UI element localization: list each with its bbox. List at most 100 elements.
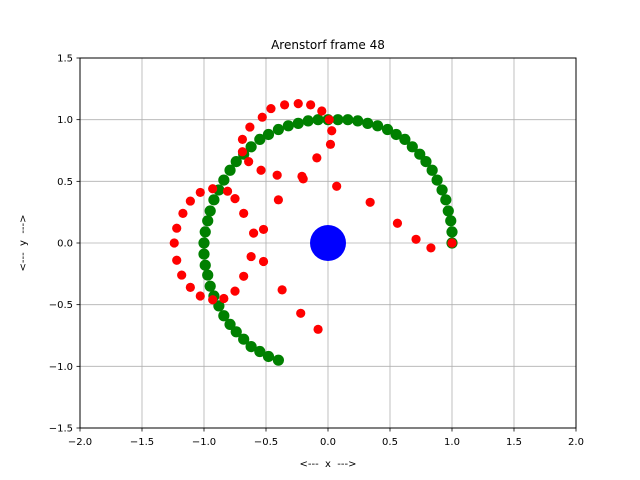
green-point xyxy=(302,115,314,127)
green-point xyxy=(440,194,452,206)
red-point xyxy=(332,181,342,191)
green-point xyxy=(202,269,214,281)
red-point xyxy=(185,196,195,206)
green-point xyxy=(204,205,216,217)
green-point xyxy=(202,215,214,227)
green-point xyxy=(224,164,236,176)
red-point xyxy=(195,291,205,301)
x-tick-label: −0.5 xyxy=(254,437,278,448)
y-tick-label: −1.5 xyxy=(49,424,73,435)
green-point xyxy=(442,205,454,217)
green-point xyxy=(420,156,432,168)
green-point xyxy=(292,117,304,129)
red-point xyxy=(239,271,249,281)
red-point xyxy=(172,223,182,233)
red-point xyxy=(249,228,259,238)
red-point xyxy=(219,293,229,304)
x-tick-label: −1.0 xyxy=(192,437,216,448)
x-tick-label: 1.0 xyxy=(444,437,460,448)
green-point xyxy=(426,164,438,176)
green-point xyxy=(204,280,216,292)
red-point xyxy=(245,122,255,132)
red-point xyxy=(222,186,233,196)
x-tick-label: 0.5 xyxy=(382,437,398,448)
red-point xyxy=(325,139,336,149)
green-point xyxy=(342,114,354,126)
red-point xyxy=(256,165,266,175)
red-point xyxy=(257,112,267,122)
red-point xyxy=(293,99,303,109)
green-point xyxy=(431,174,443,186)
green-point xyxy=(218,174,230,186)
green-point xyxy=(272,354,284,366)
green-point xyxy=(399,133,411,145)
green-point xyxy=(332,114,344,126)
red-point xyxy=(324,115,334,125)
y-tick-label: 0.0 xyxy=(57,239,73,250)
red-point xyxy=(208,184,218,194)
green-point xyxy=(406,141,418,153)
red-point xyxy=(447,238,457,248)
green-point xyxy=(362,117,374,129)
green-point xyxy=(262,128,275,141)
red-point xyxy=(185,282,195,292)
red-point xyxy=(411,234,421,244)
x-tick-label: 2.0 xyxy=(568,437,584,448)
red-point xyxy=(244,157,254,167)
green-point xyxy=(262,350,275,363)
red-point xyxy=(277,285,287,295)
red-point xyxy=(313,324,323,334)
green-point xyxy=(352,115,364,127)
green-point xyxy=(436,184,448,196)
green-point xyxy=(230,326,242,338)
green-point xyxy=(414,148,426,160)
green-point xyxy=(446,226,458,238)
series-red xyxy=(169,99,457,334)
red-point xyxy=(312,153,322,163)
x-axis-label: <--- x ---> xyxy=(299,459,356,470)
green-point xyxy=(445,215,457,227)
red-point xyxy=(195,187,205,198)
green-point xyxy=(224,318,236,330)
red-point xyxy=(258,224,269,235)
green-point xyxy=(230,156,242,168)
red-point xyxy=(272,170,282,180)
green-point xyxy=(312,114,324,126)
green-point xyxy=(245,141,257,153)
ticks: −2.0 −1.5 −1.0 −0.5 0.0 0.5 1.0 1.5 2.0 −1.5 −1.0 −… xyxy=(49,54,584,449)
green-point xyxy=(208,194,220,206)
green-point xyxy=(245,341,257,353)
series-green xyxy=(198,114,458,366)
red-point xyxy=(280,100,290,110)
red-point xyxy=(237,134,248,144)
red-point xyxy=(392,218,403,228)
green-point xyxy=(254,133,266,145)
blue-point xyxy=(310,225,346,261)
green-point xyxy=(372,120,384,132)
chart-title: Arenstorf frame 48 xyxy=(271,38,385,52)
red-point xyxy=(365,197,375,207)
y-tick-label: −0.5 xyxy=(49,300,73,311)
x-tick-label: −1.5 xyxy=(130,437,154,448)
x-tick-label: 1.5 xyxy=(506,437,522,448)
y-tick-label: 1.5 xyxy=(57,54,73,65)
x-tick-label: −2.0 xyxy=(68,437,92,448)
x-tick-label: 0.0 xyxy=(320,437,336,448)
y-tick-label: −1.0 xyxy=(49,362,73,373)
red-point xyxy=(239,208,249,218)
red-point xyxy=(426,243,436,253)
green-point xyxy=(218,310,230,322)
green-point xyxy=(254,345,266,358)
red-point xyxy=(296,308,306,318)
red-point xyxy=(317,106,327,116)
y-axis-label: <--- y ---> xyxy=(18,214,29,271)
green-point xyxy=(213,300,225,312)
red-point xyxy=(169,238,179,248)
series-blue xyxy=(310,225,346,261)
red-point xyxy=(266,103,276,114)
red-point xyxy=(246,251,256,262)
green-point xyxy=(198,237,210,249)
red-point xyxy=(237,147,248,157)
red-point xyxy=(178,208,188,218)
